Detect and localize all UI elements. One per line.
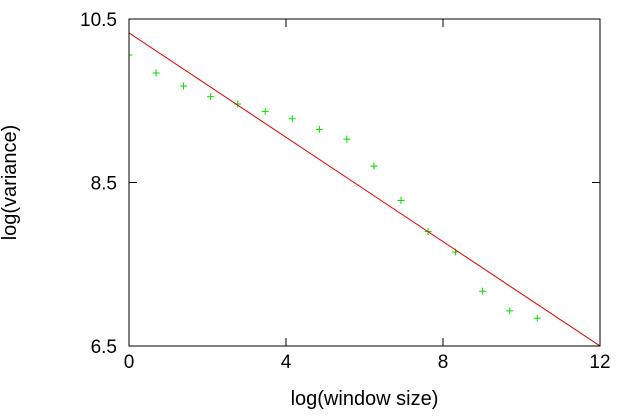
data-point bbox=[343, 135, 351, 143]
y-tick-label: 8.5 bbox=[91, 174, 117, 195]
data-point bbox=[315, 125, 323, 133]
y-axis-title: log(variance) bbox=[0, 125, 21, 241]
x-tick-label: 4 bbox=[281, 352, 292, 373]
x-tick-label: 8 bbox=[438, 352, 449, 373]
data-point bbox=[370, 162, 378, 170]
data-point bbox=[288, 115, 296, 123]
data-point bbox=[533, 314, 541, 322]
data-point bbox=[397, 196, 405, 204]
data-point bbox=[479, 287, 487, 295]
data-point bbox=[261, 107, 269, 115]
data-point bbox=[207, 93, 215, 101]
fit-line bbox=[129, 32, 600, 346]
x-tick-label: 12 bbox=[589, 352, 610, 373]
y-tick-label: 6.5 bbox=[91, 337, 117, 358]
plot-frame bbox=[128, 18, 601, 347]
data-point bbox=[129, 51, 133, 59]
data-point bbox=[506, 307, 514, 315]
y-tick-label: 10.5 bbox=[80, 10, 117, 31]
data-point bbox=[180, 82, 188, 90]
x-axis-title: log(window size) bbox=[291, 388, 439, 410]
ticks: 0 4 8 12 6.5 8.5 10.5 bbox=[80, 10, 611, 373]
plot-area bbox=[129, 32, 600, 346]
x-tick-label: 0 bbox=[124, 352, 135, 373]
data-point bbox=[152, 69, 160, 77]
